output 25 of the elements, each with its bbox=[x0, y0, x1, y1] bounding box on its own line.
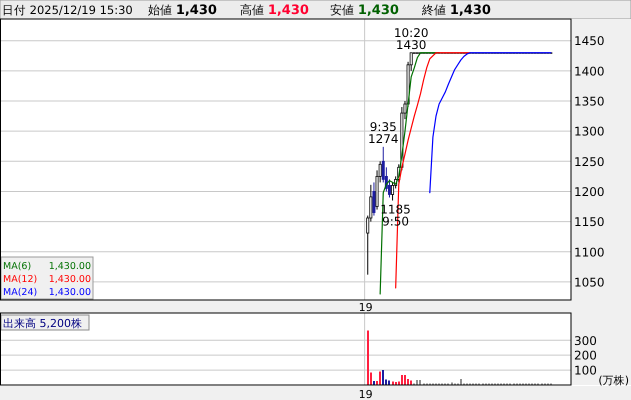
y-axis-title: (万株) bbox=[598, 374, 629, 387]
y-tick-label: 200 bbox=[574, 348, 597, 363]
y-tick-label: 1200 bbox=[574, 184, 605, 199]
annotation: 10:20 1430 bbox=[394, 26, 428, 52]
y-tick-label: 1250 bbox=[574, 154, 605, 169]
y-tick-label: 1350 bbox=[574, 94, 605, 109]
y-tick-label: 1300 bbox=[574, 124, 605, 139]
y-tick-label: 1150 bbox=[574, 215, 605, 230]
text: 始値 1,430 bbox=[148, 3, 217, 18]
text: 安値 1,430 bbox=[330, 3, 399, 18]
text: 終値 1,430 bbox=[421, 3, 491, 18]
annotation: 9:35 1274 bbox=[368, 120, 399, 146]
title-box: 出来高 5,200株 bbox=[0, 314, 90, 330]
y-tick-label: 1450 bbox=[574, 34, 605, 48]
y-tick-label: 1400 bbox=[574, 64, 605, 78]
chart-title: 日付 2025/12/19 15:30 bbox=[2, 3, 133, 17]
x-tick-label: 19 bbox=[358, 388, 373, 400]
y-tick-label: 1050 bbox=[574, 275, 605, 290]
text: 高値 1,430 bbox=[240, 3, 309, 18]
chart-title: 出来高 5,200株 bbox=[3, 317, 82, 330]
y-tick-label: 300 bbox=[574, 334, 597, 348]
y-tick-label: 1100 bbox=[574, 245, 605, 260]
legend: MA(6) 1,430.00 MA(12) 1,430.00 MA(24) 1,430.00 bbox=[0, 256, 94, 300]
y-tick-label: 100 bbox=[574, 364, 597, 378]
x-tick-label: 19 bbox=[358, 301, 373, 314]
